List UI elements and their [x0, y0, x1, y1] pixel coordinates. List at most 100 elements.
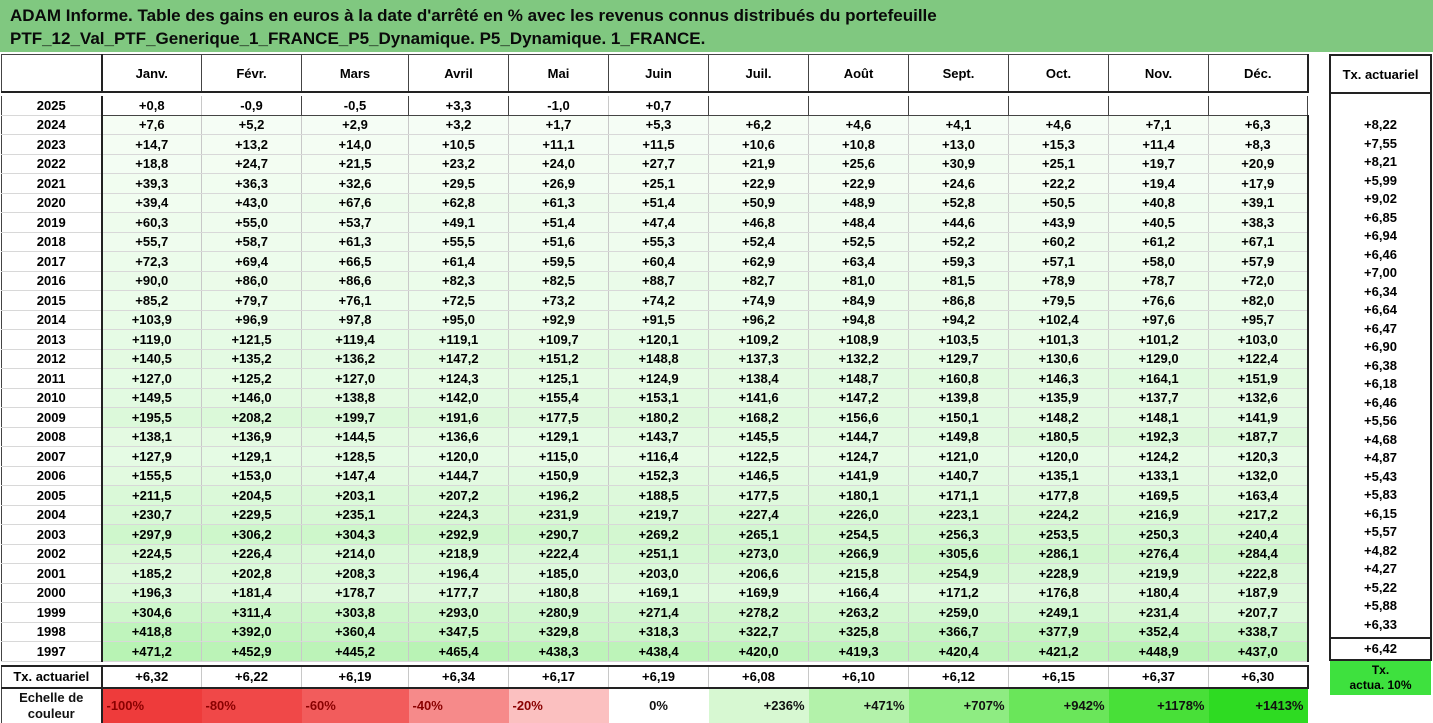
side-scale-swatch: Tx. actua. 10%	[1330, 659, 1431, 695]
month-rate-cell: +6,34	[408, 664, 509, 689]
gain-cell: +187,7	[1208, 427, 1309, 447]
gain-cell: +199,7	[301, 407, 409, 428]
row-rate-cell: +8,22	[1329, 115, 1432, 134]
gain-cell: +138,8	[301, 388, 409, 408]
gain-cell: +72,3	[101, 251, 202, 272]
gain-cell: +146,5	[708, 466, 809, 486]
table-row: 2019 +60,3 +55,0 +53,7 +49,1 +51,4 +47,4 +46,8 +…	[1, 212, 1309, 233]
gain-cell: +94,2	[908, 310, 1009, 330]
gain-cell: +269,2	[608, 524, 709, 545]
actuarial-rate-row: Tx. actuariel +6,32 +6,22 +6,19 +6,34 +6,17 +6…	[1, 664, 1309, 689]
year-cell: 2017	[1, 251, 103, 272]
table-row: 2005 +211,5 +204,5 +203,1 +207,2 +196,2 +188,5…	[1, 485, 1309, 506]
gain-cell: +11,5	[608, 134, 709, 155]
gain-cell: +22,9	[808, 173, 909, 194]
gain-cell: +465,4	[408, 641, 509, 662]
month-header: Juil.	[708, 54, 809, 93]
gain-cell: +251,1	[608, 544, 709, 564]
gain-cell: +11,1	[508, 134, 609, 155]
month-rate-cell: +6,10	[808, 664, 909, 689]
table-row: +8,22	[1329, 115, 1432, 134]
spacer-row	[1, 661, 1308, 666]
table-row: +6,15	[1329, 504, 1432, 523]
row-rate-cell: +6,34	[1329, 282, 1432, 301]
gain-cell: +180,1	[808, 485, 909, 506]
gain-cell: +143,7	[608, 427, 709, 447]
gain-cell: +21,5	[301, 154, 409, 174]
gain-cell: +421,2	[1008, 641, 1109, 662]
gain-cell: +304,6	[101, 602, 202, 623]
month-header: Févr.	[201, 54, 302, 93]
gain-cell: +151,2	[508, 349, 609, 369]
gain-cell: +203,1	[301, 485, 409, 506]
gain-cell: +181,4	[201, 583, 302, 603]
month-rate-cell: +6,22	[201, 664, 302, 689]
table-row: 2012 +140,5 +135,2 +136,2 +147,2 +151,2 +148,8…	[1, 349, 1309, 369]
table-row: +5,83	[1329, 485, 1432, 504]
gain-cell: +103,0	[1208, 329, 1309, 350]
table-row: +6,85	[1329, 208, 1432, 227]
gain-cell: +81,0	[808, 271, 909, 291]
gain-cell: +60,3	[101, 212, 202, 233]
month-rate-cell: +6,19	[608, 664, 709, 689]
color-scale-swatch: +1413%	[1208, 687, 1308, 723]
gain-cell: +124,3	[408, 368, 509, 389]
gain-cell: +418,8	[101, 622, 202, 642]
gain-cell: +249,1	[1008, 602, 1109, 623]
gain-cell: +55,3	[608, 232, 709, 252]
year-cell: 2021	[1, 173, 103, 194]
gain-cell: +263,2	[808, 602, 909, 623]
table-row: 2004 +230,7 +229,5 +235,1 +224,3 +231,9 +219,7…	[1, 505, 1309, 525]
month-header: Mars	[301, 54, 409, 93]
gain-cell: +62,8	[408, 193, 509, 213]
month-header: Juin	[608, 54, 709, 93]
year-cell: 2005	[1, 485, 103, 506]
gain-cell: +119,1	[408, 329, 509, 350]
table-row: +5,43	[1329, 467, 1432, 486]
gain-cell: +280,9	[508, 602, 609, 623]
table-row: 2008 +138,1 +136,9 +144,5 +136,6 +129,1 +143,7…	[1, 427, 1309, 447]
color-scale-swatch: +707%	[908, 687, 1009, 723]
row-rate-cell: +6,18	[1329, 374, 1432, 393]
gain-cell: +204,5	[201, 485, 302, 506]
row-rate-cell: +5,99	[1329, 171, 1432, 190]
year-cell: 2007	[1, 446, 103, 467]
table-row: 2016 +90,0 +86,0 +86,6 +82,3 +82,5 +88,7 +82,7 +…	[1, 271, 1309, 291]
year-cell: 1997	[1, 641, 103, 662]
gain-cell: +216,9	[1108, 505, 1209, 525]
gain-cell: +52,4	[708, 232, 809, 252]
gain-cell: +129,0	[1108, 349, 1209, 369]
table-row: +6,46	[1329, 245, 1432, 264]
report-title: ADAM Informe. Table des gains en euros à…	[0, 0, 1433, 52]
gain-cell: +85,2	[101, 290, 202, 311]
row-rate-cell: +6,94	[1329, 226, 1432, 245]
gain-cell: +23,2	[408, 154, 509, 174]
table-row: 2017 +72,3 +69,4 +66,5 +61,4 +59,5 +60,4 +62,9 +…	[1, 251, 1309, 272]
gain-cell: +151,9	[1208, 368, 1309, 389]
gain-cell: +10,5	[408, 134, 509, 155]
gain-cell: +146,3	[1008, 368, 1109, 389]
month-header: Nov.	[1108, 54, 1209, 93]
gain-cell: +4,1	[908, 115, 1009, 135]
gain-cell: +25,1	[1008, 154, 1109, 174]
gain-cell: +135,2	[201, 349, 302, 369]
gain-cell: +185,2	[101, 563, 202, 584]
gain-cell: +206,6	[708, 563, 809, 584]
table-row: 2015 +85,2 +79,7 +76,1 +72,5 +73,2 +74,2 +74,9 +…	[1, 290, 1309, 311]
gain-cell: +52,5	[808, 232, 909, 252]
gain-cell: +286,1	[1008, 544, 1109, 564]
gain-cell: +13,0	[908, 134, 1009, 155]
gain-cell: +271,4	[608, 602, 709, 623]
gain-cell: +97,6	[1108, 310, 1209, 330]
actuarial-rate-table: Tx. actuariel +8,22 +7,55 +8,21 +5,99 +9,02 +…	[1329, 54, 1432, 695]
gain-cell: +121,5	[201, 329, 302, 350]
gain-cell: +116,4	[608, 446, 709, 467]
gain-cell: +419,3	[808, 641, 909, 662]
year-cell: 2012	[1, 349, 103, 369]
gain-cell	[1108, 96, 1209, 116]
gain-cell: +420,0	[708, 641, 809, 662]
gain-cell: +14,0	[301, 134, 409, 155]
gain-cell: +58,0	[1108, 251, 1209, 272]
gain-cell: +0,8	[101, 96, 202, 116]
gain-cell: +96,9	[201, 310, 302, 330]
